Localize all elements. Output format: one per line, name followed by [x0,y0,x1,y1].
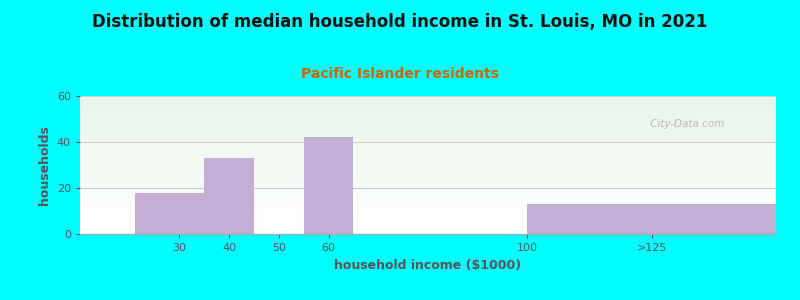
X-axis label: household income ($1000): household income ($1000) [334,259,522,272]
Bar [204,158,254,234]
Text: City-Data.com: City-Data.com [647,118,724,129]
Text: Distribution of median household income in St. Louis, MO in 2021: Distribution of median household income … [92,14,708,32]
Y-axis label: households: households [38,125,51,205]
Bar [134,193,224,234]
Bar [304,137,354,234]
Text: Pacific Islander residents: Pacific Islander residents [301,68,499,82]
Bar [527,204,776,234]
